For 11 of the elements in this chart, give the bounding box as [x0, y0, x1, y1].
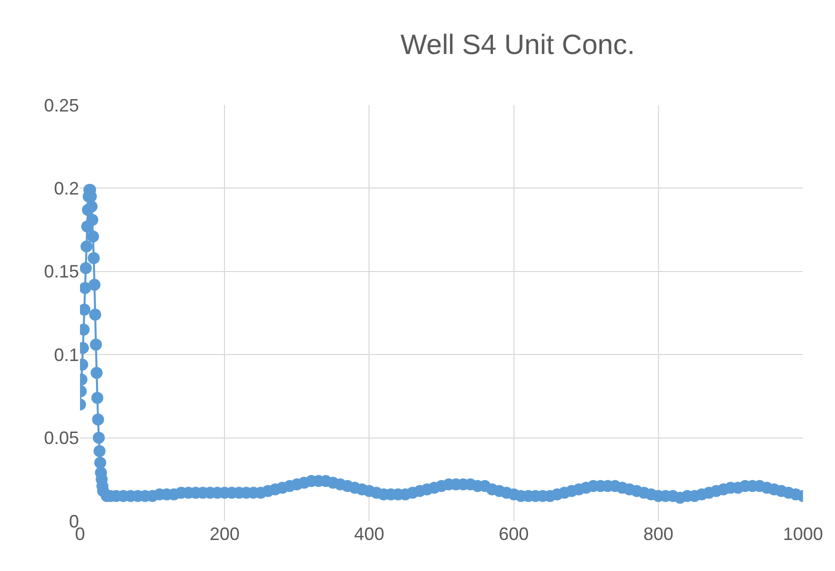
y-tick-label: 0.05 — [44, 428, 79, 448]
chart-title: Well S4 Unit Conc. — [400, 28, 635, 60]
x-tick-label: 400 — [354, 524, 384, 544]
y-tick-label: 0.2 — [54, 178, 79, 198]
x-tick-label: 600 — [498, 524, 529, 544]
x-tick-label: 200 — [210, 524, 240, 544]
y-tick-label: 0.1 — [54, 344, 79, 365]
x-tick-label: 800 — [643, 524, 674, 544]
y-tick-label: 0.25 — [44, 95, 79, 116]
x-tick-label: 1000 — [782, 524, 824, 544]
y-tick-label: 0.15 — [44, 262, 79, 282]
